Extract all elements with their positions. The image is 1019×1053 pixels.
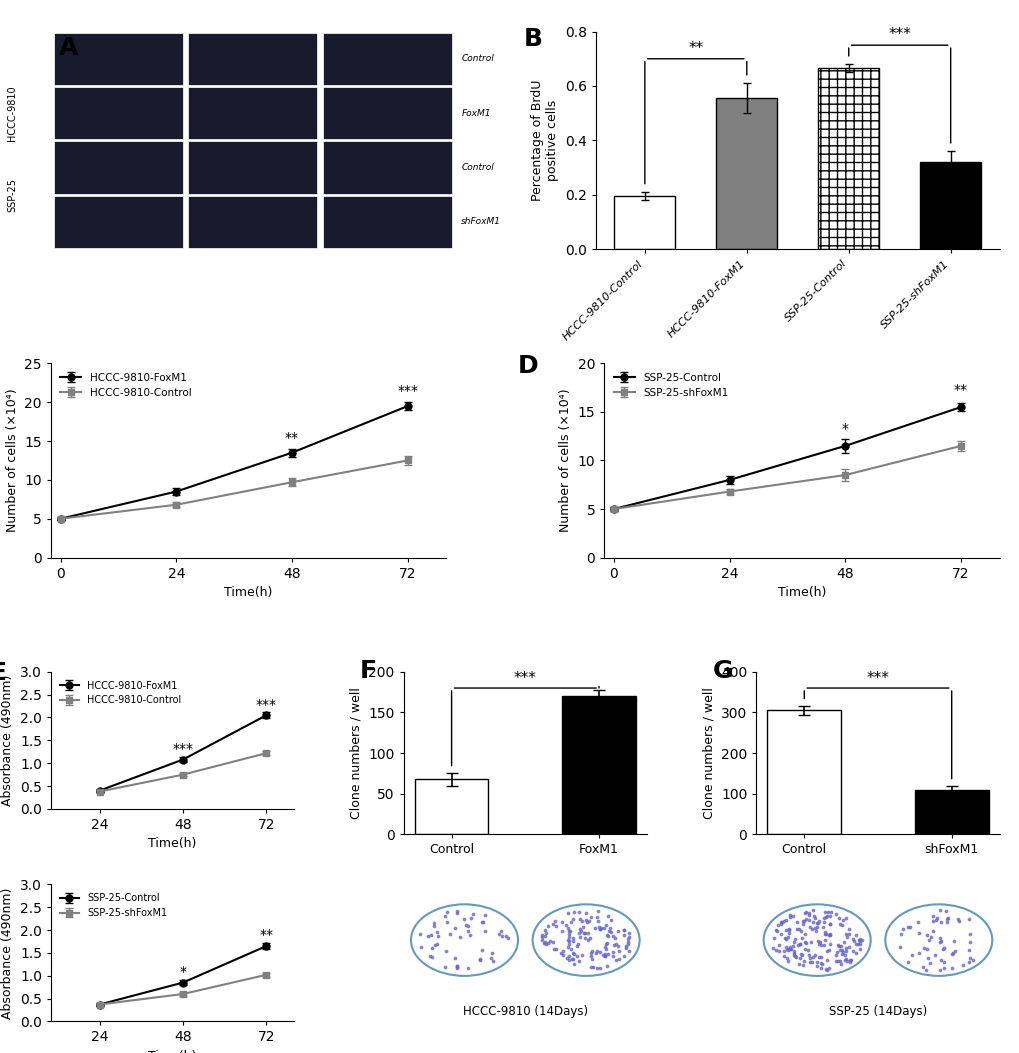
Y-axis label: Percentage of BrdU
positive cells: Percentage of BrdU positive cells (531, 80, 558, 201)
Point (792, 68, 808, 85)
Y-axis label: Number of cells (×10⁴): Number of cells (×10⁴) (558, 389, 572, 532)
Point (983, 354, 1000, 371)
Point (673, 253, 689, 270)
Bar (561, 696, 635, 834)
Bar (54, 141, 182, 194)
Text: *: * (841, 422, 848, 436)
Bar (613, 196, 675, 250)
Text: ***: *** (172, 742, 194, 756)
Text: D: D (517, 354, 537, 378)
Text: **: ** (259, 929, 273, 942)
Text: ***: *** (866, 671, 889, 686)
X-axis label: Time(h): Time(h) (777, 587, 825, 599)
Text: B: B (523, 27, 542, 52)
Text: *: * (179, 965, 186, 979)
Text: ***: *** (888, 27, 910, 42)
Text: F: F (360, 659, 377, 682)
Point (997, 439, 1013, 456)
Bar (189, 87, 317, 139)
Text: **: ** (688, 41, 703, 56)
Bar (766, 711, 841, 834)
Text: E: E (0, 661, 7, 684)
Text: HCCC-9810: HCCC-9810 (7, 85, 17, 141)
Point (820, 225, 837, 242)
Text: **: ** (953, 383, 967, 397)
Y-axis label: Absorbance (490nm): Absorbance (490nm) (1, 675, 14, 806)
Legend: HCCC-9810-FoxM1, HCCC-9810-Control: HCCC-9810-FoxM1, HCCC-9810-Control (56, 369, 196, 402)
Point (982, 86, 999, 103)
Y-axis label: Clone numbers / well: Clone numbers / well (702, 688, 714, 819)
Point (826, 153, 843, 170)
Point (735, 156, 751, 173)
Point (914, 26, 930, 43)
Bar (189, 141, 317, 194)
Text: ***: *** (256, 698, 277, 712)
Text: HCCC-9810 (14Days): HCCC-9810 (14Days) (463, 1006, 587, 1018)
Text: Control: Control (461, 55, 493, 63)
Y-axis label: Clone numbers / well: Clone numbers / well (350, 688, 363, 819)
Point (766, 148, 783, 165)
Circle shape (532, 905, 639, 976)
Bar (914, 790, 987, 834)
Point (997, 429, 1013, 445)
Point (772, 342, 789, 359)
X-axis label: Time(h): Time(h) (224, 587, 272, 599)
Point (1001, 443, 1017, 460)
Text: SSP-25: SSP-25 (7, 178, 17, 212)
Point (758, 336, 774, 353)
Point (891, 437, 907, 454)
Bar (322, 196, 451, 249)
Legend: SSP-25-Control, SSP-25-shFoxM1: SSP-25-Control, SSP-25-shFoxM1 (56, 889, 171, 921)
Bar (322, 33, 451, 85)
Bar (415, 779, 488, 834)
Text: SSP-25 (14Days): SSP-25 (14Days) (828, 1006, 926, 1018)
Text: Control: Control (461, 163, 493, 172)
Bar (322, 141, 451, 194)
Bar (817, 68, 878, 250)
Text: G: G (712, 659, 733, 682)
Point (1003, 429, 1019, 445)
Circle shape (884, 905, 991, 976)
Y-axis label: Number of cells (×10⁴): Number of cells (×10⁴) (6, 389, 18, 532)
Bar (919, 162, 980, 250)
Bar (54, 33, 182, 85)
Text: FoxM1: FoxM1 (461, 108, 490, 118)
Text: **: ** (284, 431, 299, 445)
Text: ***: *** (514, 672, 536, 687)
Text: shFoxM1: shFoxM1 (461, 217, 501, 226)
Bar (715, 98, 776, 250)
Legend: SSP-25-Control, SSP-25-shFoxM1: SSP-25-Control, SSP-25-shFoxM1 (609, 369, 732, 402)
Bar (189, 33, 317, 85)
Bar (322, 87, 451, 139)
Y-axis label: Absorbance (490nm): Absorbance (490nm) (1, 888, 14, 1018)
Bar (54, 87, 182, 139)
Circle shape (411, 905, 518, 976)
Text: ***: *** (396, 384, 418, 398)
Circle shape (763, 905, 870, 976)
Bar (189, 196, 317, 249)
X-axis label: Time(h): Time(h) (149, 1050, 197, 1053)
Point (772, 265, 789, 282)
Legend: HCCC-9810-FoxM1, HCCC-9810-Control: HCCC-9810-FoxM1, HCCC-9810-Control (56, 677, 184, 710)
Text: A: A (59, 36, 78, 60)
Point (806, 239, 822, 256)
Point (903, 291, 919, 307)
Point (815, 116, 832, 133)
Point (942, 140, 958, 157)
Point (788, 34, 804, 51)
Bar (54, 196, 182, 249)
Point (665, 137, 682, 154)
X-axis label: Time(h): Time(h) (149, 837, 197, 851)
